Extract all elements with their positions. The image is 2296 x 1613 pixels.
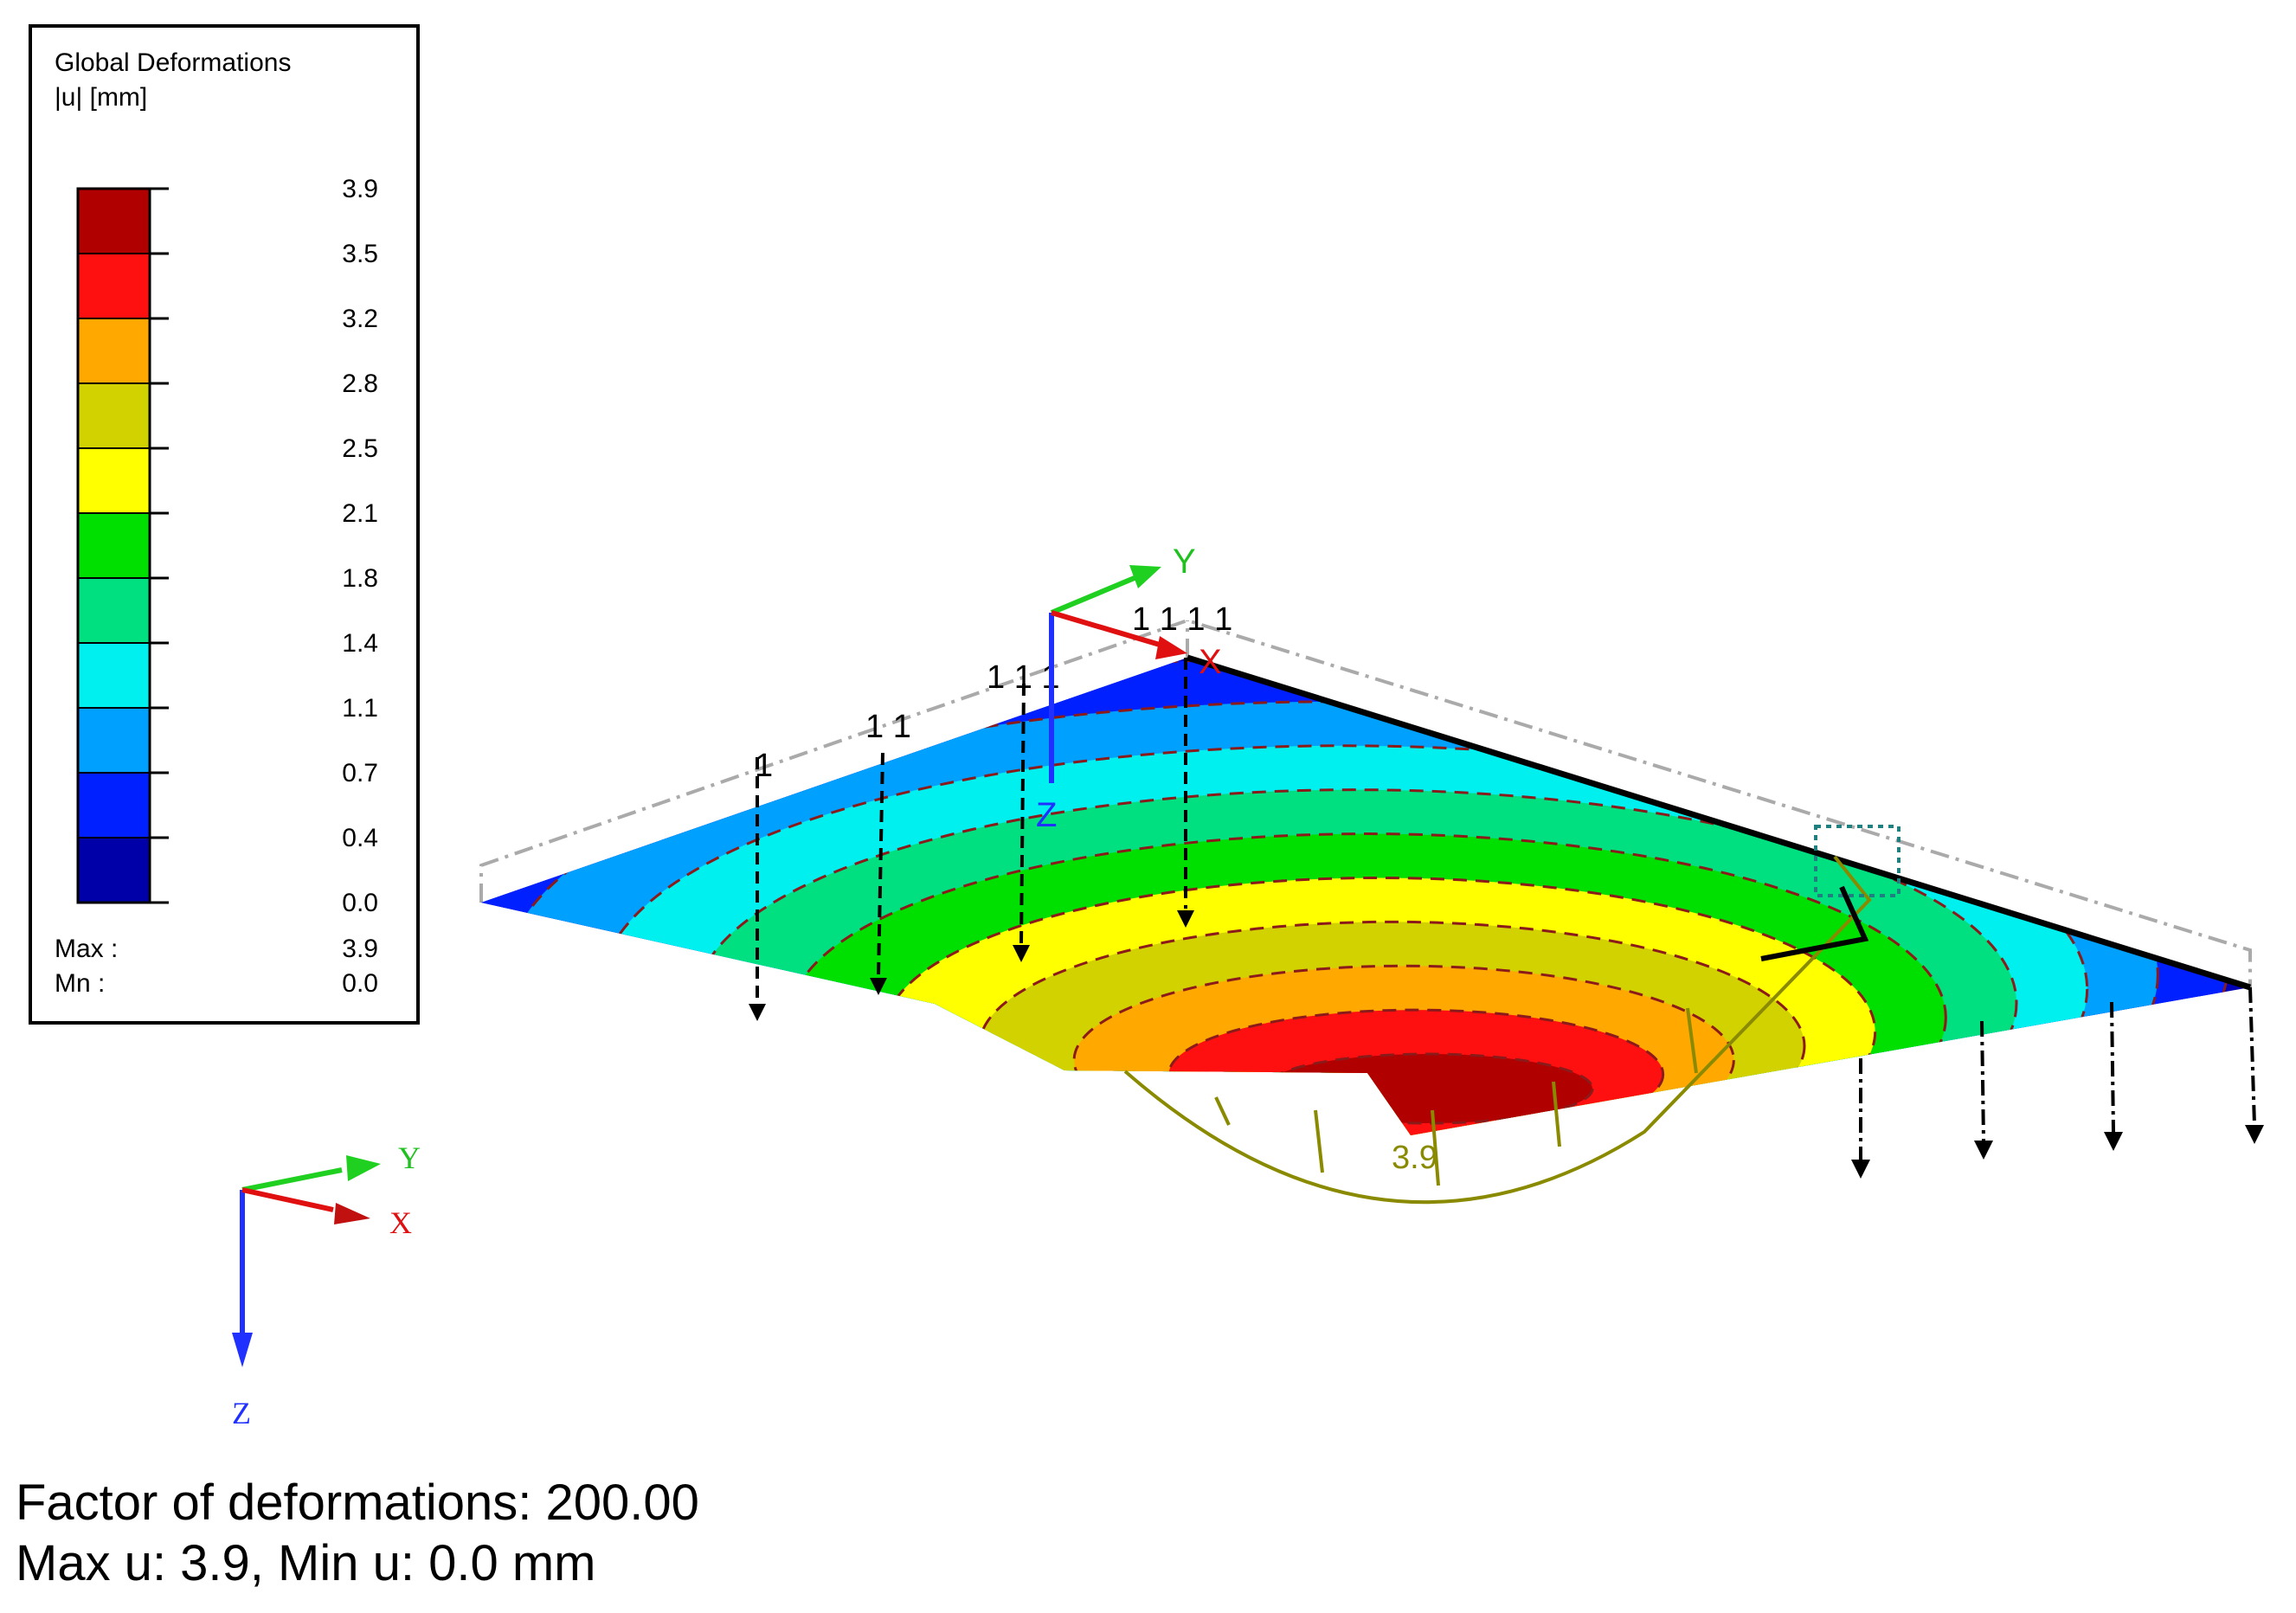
- legend-band: [77, 447, 151, 514]
- local-y-axis: [1050, 570, 1148, 615]
- legend-band: [77, 188, 151, 254]
- deformation-extremes: Max u: 3.9, Min u: 0.0 mm: [16, 1535, 596, 1591]
- legend-level-label: 1.4: [342, 629, 378, 658]
- legend-level-label: 2.5: [342, 434, 378, 463]
- legend-color-scale: [76, 187, 151, 904]
- legend-min-value: 0.0: [342, 969, 378, 998]
- global-x-arrowhead: [334, 1203, 370, 1224]
- local-z-label: Z: [1036, 796, 1057, 834]
- legend-levels: 3.9 3.5 3.2 2.8 2.5 2.1 1.8 1.4 1.1 0.7 0.4 0.0: [342, 175, 378, 917]
- legend-band: [77, 642, 151, 709]
- global-z-label: Z: [232, 1396, 251, 1430]
- legend-level-label: 3.2: [342, 305, 378, 333]
- legend-max-label: Max :: [55, 935, 118, 963]
- global-x-label: X: [389, 1205, 412, 1240]
- max-deflection-curve: [1123, 855, 1872, 1205]
- legend-level-label: 3.5: [342, 240, 378, 268]
- legend-level-label: 0.4: [342, 824, 378, 852]
- global-y-axis: [241, 1167, 343, 1192]
- global-axes: Y X Z: [232, 1141, 421, 1430]
- global-x-axis: [241, 1187, 334, 1212]
- local-x-label: X: [1199, 643, 1222, 681]
- support-marker: [1760, 825, 1900, 961]
- legend-unit: |u| [mm]: [55, 83, 147, 112]
- local-x-arrowhead: [1155, 636, 1187, 659]
- legend-level-label: 1.8: [342, 564, 378, 593]
- plate-back-edge: [1186, 654, 2252, 991]
- legend-level-label: 0.0: [342, 889, 378, 917]
- legend-min-label: Mn :: [55, 969, 105, 998]
- legend-title: Global Deformations: [55, 48, 291, 77]
- local-y-arrowhead: [1129, 565, 1161, 588]
- legend-band: [77, 318, 151, 384]
- legend-band: [77, 577, 151, 644]
- contour-band: [1262, 1052, 1594, 1125]
- local-y-label: Y: [1173, 543, 1196, 581]
- legend-level-label: 0.7: [342, 759, 378, 787]
- load-label: 1 1 1: [987, 659, 1060, 696]
- max-deflection-label: 3.9: [1392, 1140, 1437, 1176]
- legend-level-label: 2.8: [342, 370, 378, 398]
- local-x-axis: [1051, 610, 1169, 650]
- legend-max-value: 3.9: [342, 935, 378, 963]
- legend-band: [77, 707, 151, 774]
- global-y-arrowhead: [346, 1155, 381, 1181]
- load-label: 1: [755, 748, 773, 784]
- load-label: 1 1 1 1: [1132, 601, 1232, 638]
- legend-band: [77, 253, 151, 319]
- load-arrows: [749, 658, 2264, 1179]
- local-axes: Y X Z: [1036, 543, 1222, 834]
- deformed-plate: [481, 654, 2252, 1135]
- legend-band: [77, 837, 151, 903]
- legend-level-label: 2.1: [342, 499, 378, 528]
- legend-band: [77, 382, 151, 449]
- legend-scale-frame: [76, 187, 151, 904]
- global-z-arrowhead: [232, 1333, 253, 1367]
- legend-ticks: [150, 187, 169, 904]
- contour-bands: [481, 658, 2230, 1135]
- undeformed-outline: [479, 618, 2252, 987]
- legend-level-label: 1.1: [342, 694, 378, 723]
- legend-level-label: 3.9: [342, 175, 378, 203]
- deformation-factor: Factor of deformations: 200.00: [16, 1475, 699, 1531]
- load-labels: 1 1 1 1 1 1 1 1 1 1: [755, 601, 1232, 784]
- legend: Global Deformations |u| [mm] 3.9 3.5 3.2 2.…: [29, 24, 420, 1025]
- legend-band: [77, 512, 151, 579]
- load-label: 1 1: [865, 709, 911, 745]
- global-y-label: Y: [398, 1141, 421, 1175]
- legend-band: [77, 772, 151, 839]
